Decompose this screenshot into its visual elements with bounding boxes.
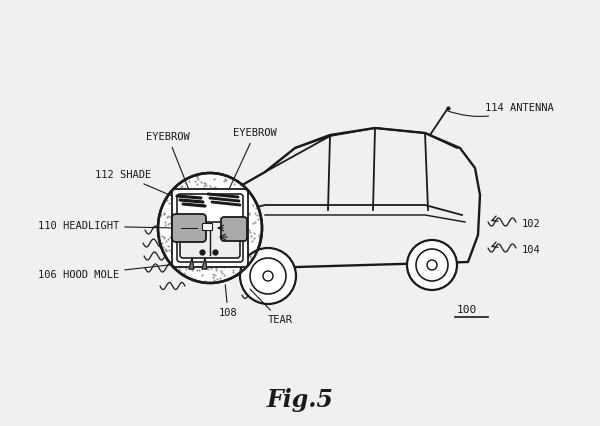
Circle shape xyxy=(250,258,286,294)
FancyBboxPatch shape xyxy=(180,222,240,258)
Text: EYEBROW: EYEBROW xyxy=(146,132,192,197)
Text: 112 SHADE: 112 SHADE xyxy=(95,170,197,207)
Circle shape xyxy=(407,240,457,290)
Polygon shape xyxy=(189,258,194,269)
Text: 114 ANTENNA: 114 ANTENNA xyxy=(448,103,554,116)
Text: 100: 100 xyxy=(457,305,477,315)
Text: 106 HOOD MOLE: 106 HOOD MOLE xyxy=(38,264,175,280)
Ellipse shape xyxy=(158,173,262,283)
Text: 110 HEADLIGHT: 110 HEADLIGHT xyxy=(38,221,173,231)
Text: 102: 102 xyxy=(522,219,541,229)
Polygon shape xyxy=(173,258,192,268)
Circle shape xyxy=(240,248,296,304)
Bar xyxy=(202,223,212,230)
Text: Fig.5: Fig.5 xyxy=(266,388,334,412)
Polygon shape xyxy=(202,258,207,269)
Circle shape xyxy=(427,260,437,270)
Text: EYEBROW: EYEBROW xyxy=(226,128,277,196)
FancyBboxPatch shape xyxy=(177,194,243,262)
FancyBboxPatch shape xyxy=(221,217,247,241)
FancyBboxPatch shape xyxy=(172,214,206,242)
Circle shape xyxy=(263,271,273,281)
Circle shape xyxy=(416,249,448,281)
FancyBboxPatch shape xyxy=(172,189,248,267)
Text: TEAR: TEAR xyxy=(250,289,293,325)
Text: 108: 108 xyxy=(218,285,238,318)
Text: 104: 104 xyxy=(522,245,541,255)
